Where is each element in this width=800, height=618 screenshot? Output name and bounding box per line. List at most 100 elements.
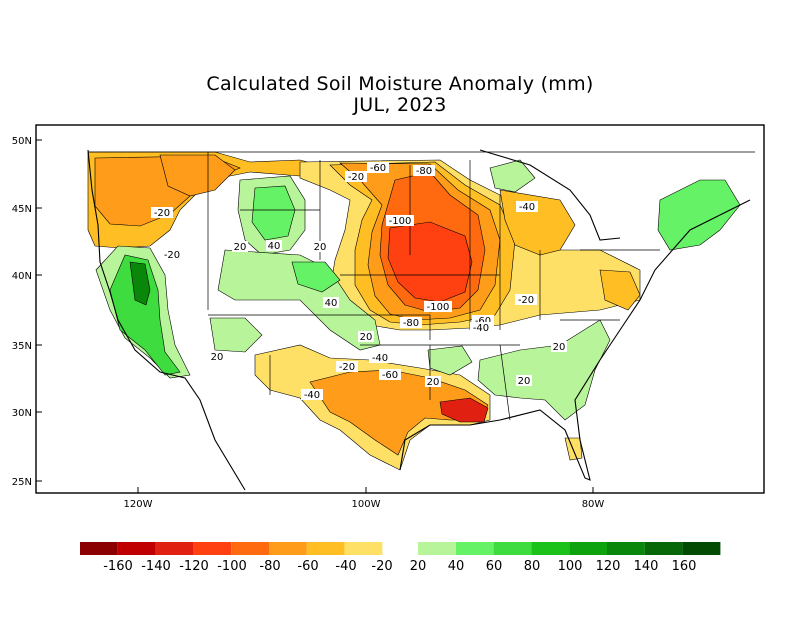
contour-label-bg bbox=[424, 301, 452, 312]
lat-label: 40N bbox=[12, 271, 32, 282]
longitude-axis: 120W 100W 80W bbox=[124, 487, 605, 510]
lon-label: 120W bbox=[124, 499, 153, 510]
contour-label: 20 bbox=[518, 376, 531, 387]
colorbar-swatch-dry bbox=[155, 542, 194, 555]
wet-region-colorado-core bbox=[291, 261, 341, 293]
contour-label-bg bbox=[232, 241, 248, 252]
contour-label: -40 bbox=[473, 323, 489, 334]
colorbar-label: -140 bbox=[141, 559, 171, 574]
colorbar-swatch-dry bbox=[193, 542, 232, 555]
lat-label: 45N bbox=[12, 204, 32, 215]
contour-label-group: -20 -60 -80 -20 -100 -40 -20 20 40 20 -20 -100 -80 -6… bbox=[151, 162, 567, 401]
colorbar-swatch-wet bbox=[644, 542, 683, 555]
contour-label: -40 bbox=[372, 353, 388, 364]
colorbar-swatch-dry bbox=[117, 542, 156, 555]
anomaly-field bbox=[87, 151, 741, 471]
contour-label-bg bbox=[413, 165, 435, 176]
wet-region-arizona bbox=[209, 317, 263, 353]
colorbar-label: -60 bbox=[297, 559, 318, 574]
colorbar-label: -120 bbox=[179, 559, 209, 574]
colorbar-swatch-wet bbox=[531, 542, 570, 555]
contour-label-bg bbox=[345, 171, 367, 182]
colorbar-label: 80 bbox=[524, 559, 541, 574]
contour-label: -40 bbox=[304, 390, 320, 401]
colorbar-label: 100 bbox=[558, 559, 583, 574]
colorbar-swatch-dry bbox=[231, 542, 269, 555]
contour-label: -80 bbox=[416, 166, 432, 177]
contour-label-bg bbox=[266, 240, 282, 251]
lat-label: 50N bbox=[12, 136, 32, 147]
contour-label-bg bbox=[301, 389, 323, 400]
contour-label: -100 bbox=[389, 216, 412, 227]
contour-label: 20 bbox=[553, 342, 566, 353]
contour-label-bg bbox=[516, 375, 532, 386]
contour-label-bg bbox=[470, 322, 492, 333]
colorbar-label: 120 bbox=[596, 559, 621, 574]
contour-label: -40 bbox=[519, 202, 535, 213]
dry-region-mid-atlantic bbox=[599, 269, 641, 311]
contour-label: -20 bbox=[348, 172, 364, 183]
contour-label: 20 bbox=[314, 242, 327, 253]
dry-region-texas bbox=[309, 369, 489, 456]
contour-label-bg bbox=[369, 352, 391, 363]
contour-label: -60 bbox=[370, 163, 386, 174]
contour-label: 20 bbox=[360, 332, 373, 343]
colorbar-swatch-wet bbox=[607, 542, 645, 555]
dry-region-montana bbox=[159, 154, 236, 197]
colorbar-label: -40 bbox=[335, 559, 356, 574]
wet-region-california-core bbox=[129, 261, 151, 306]
contour-label-bg bbox=[367, 162, 389, 173]
contour-label-bg bbox=[472, 315, 494, 326]
colorbar-swatch-wet bbox=[682, 542, 721, 555]
colorbar-label: -160 bbox=[103, 559, 133, 574]
contour-label-bg bbox=[551, 341, 567, 352]
wet-region-northeast bbox=[657, 179, 741, 251]
map-title: Calculated Soil Moisture Anomaly (mm) bbox=[206, 73, 594, 95]
colorbar: -160 -140 -120 -100 -80 -60 -40 -20 20 40 60 80 100 1… bbox=[80, 542, 721, 574]
contour-label: 40 bbox=[325, 298, 338, 309]
dry-region-plains-max bbox=[387, 221, 473, 303]
contour-label-bg bbox=[312, 241, 328, 252]
colorbar-label: 160 bbox=[672, 559, 697, 574]
colorbar-label: 60 bbox=[486, 559, 503, 574]
map-frame bbox=[35, 124, 765, 494]
wet-region-wyoming-core bbox=[251, 185, 296, 241]
contour-label-bg bbox=[358, 331, 374, 342]
dry-region-louisiana bbox=[439, 397, 489, 423]
contour-label-bg bbox=[151, 207, 173, 218]
colorbar-swatch-dry bbox=[306, 542, 345, 555]
colorbar-swatch-dry bbox=[344, 542, 383, 555]
coastline bbox=[87, 149, 751, 491]
contour-label: -80 bbox=[403, 318, 419, 329]
colorbar-label: -20 bbox=[371, 559, 392, 574]
lat-label: 30N bbox=[12, 408, 32, 419]
lon-label: 100W bbox=[352, 499, 381, 510]
colorbar-swatch-wet bbox=[455, 542, 494, 555]
contour-label: -60 bbox=[382, 370, 398, 381]
wet-region-michigan bbox=[489, 159, 536, 193]
contour-label: 40 bbox=[268, 241, 281, 252]
contour-label-bg bbox=[425, 376, 441, 387]
contour-label: 20 bbox=[234, 242, 247, 253]
contour-label: -20 bbox=[164, 250, 180, 261]
contour-label-bg bbox=[516, 201, 538, 212]
contour-label: -20 bbox=[339, 362, 355, 373]
wet-region-california bbox=[109, 254, 181, 376]
colorbar-label: -80 bbox=[259, 559, 280, 574]
state-boundaries bbox=[88, 151, 755, 421]
colorbar-label: -100 bbox=[217, 559, 247, 574]
contour-label-bg bbox=[386, 215, 414, 226]
lat-label: 25N bbox=[12, 477, 32, 488]
contour-label-bg bbox=[209, 351, 225, 362]
map-subtitle: JUL, 2023 bbox=[353, 94, 447, 116]
colorbar-swatch-wet bbox=[493, 542, 532, 555]
colorbar-label: 20 bbox=[410, 559, 427, 574]
lon-label: 80W bbox=[582, 499, 605, 510]
contour-label: 20 bbox=[427, 377, 440, 388]
contour-label-bg bbox=[336, 361, 358, 372]
contour-label: -20 bbox=[518, 295, 534, 306]
contour-label-bg bbox=[323, 297, 339, 308]
contour-label-bg bbox=[400, 317, 422, 328]
colorbar-swatch-wet bbox=[569, 542, 607, 555]
